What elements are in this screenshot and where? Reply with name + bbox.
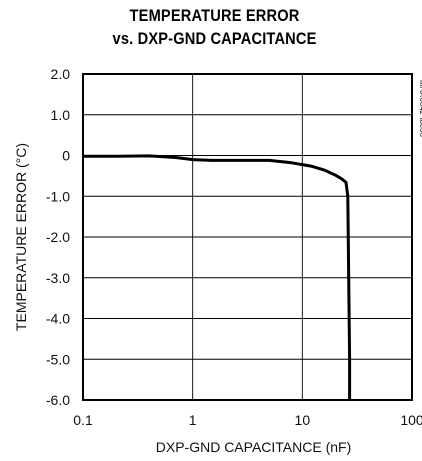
y-tick-label: -2.0: [46, 229, 70, 245]
series-line-0: [83, 154, 352, 400]
y-tick-label: -5.0: [46, 351, 70, 367]
y-tick-label: -6.0: [46, 392, 70, 408]
y-axis-label: TEMPERATURE ERROR (°C): [13, 143, 29, 331]
x-tick-label: 10: [295, 412, 311, 428]
x-tick-label: 1: [189, 412, 197, 428]
x-tick-label: 0.1: [73, 412, 93, 428]
watermark-label: MAX6642 toc06: [418, 80, 422, 137]
y-tick-label: -3.0: [46, 270, 70, 286]
plot-frame: [82, 73, 413, 401]
y-tick-label: -1.0: [46, 188, 70, 204]
y-tick-label: 2.0: [51, 66, 71, 82]
chart-title-line1: TEMPERATURE ERROR: [129, 6, 300, 25]
x-tick-label: 100: [400, 412, 422, 428]
y-tick-label: -4.0: [46, 311, 70, 327]
x-axis-label: DXP-GND CAPACITANCE (nF): [156, 439, 352, 455]
y-tick-label: 1.0: [51, 107, 71, 123]
chart-title-line2: vs. DXP-GND CAPACITANCE: [112, 29, 317, 48]
y-tick-label: 0: [62, 148, 70, 164]
